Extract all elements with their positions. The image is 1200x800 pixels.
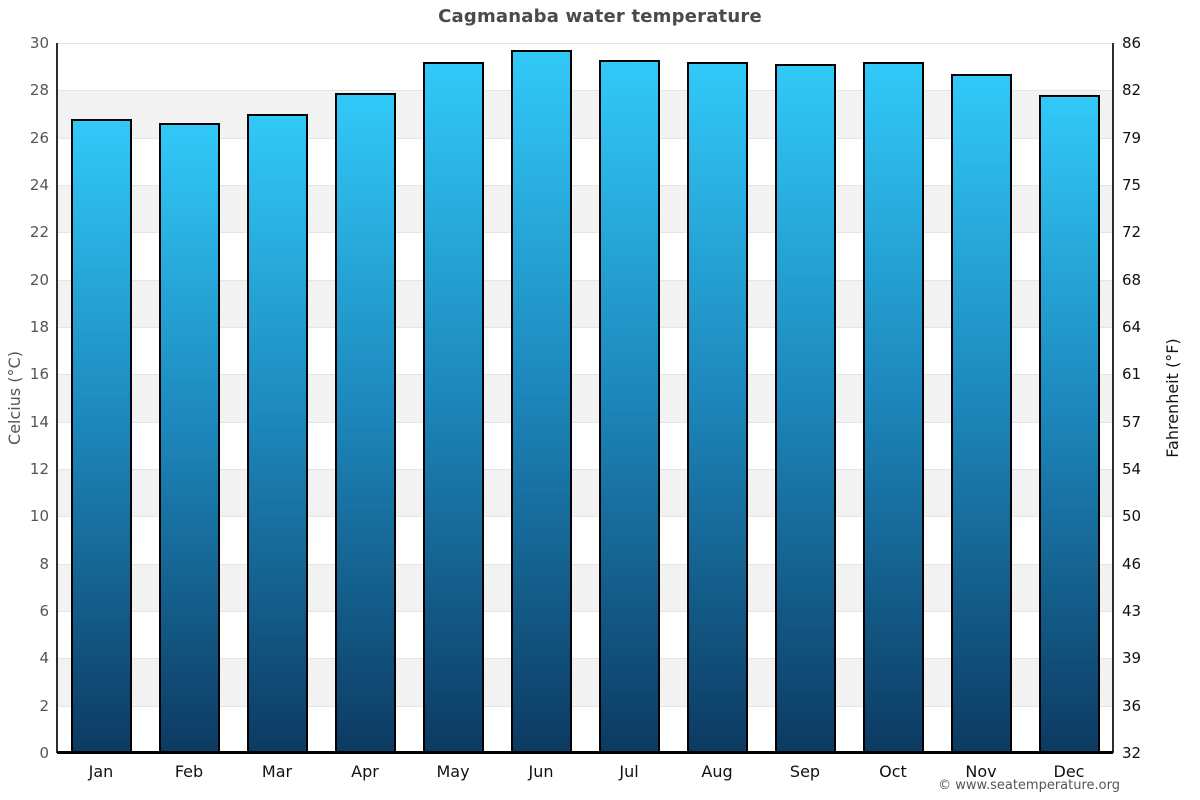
gridline	[57, 706, 1113, 707]
plot-band	[57, 327, 1113, 375]
celsius-tick-label: 16	[29, 365, 49, 384]
plot-band	[57, 469, 1113, 517]
gridline	[57, 611, 1113, 612]
celsius-tick-label: 10	[29, 507, 49, 526]
fahrenheit-tick-label: 43	[1122, 602, 1142, 620]
bar-jul[interactable]	[598, 59, 660, 753]
x-axis-label-nov: Nov	[965, 762, 997, 781]
plot-band	[57, 563, 1113, 611]
fahrenheit-tick-label: 61	[1122, 365, 1142, 384]
celsius-tick-label: 14	[29, 412, 49, 431]
bar-sep[interactable]	[774, 64, 836, 753]
fahrenheit-tick-label: 82	[1122, 81, 1142, 100]
plot-band	[57, 611, 1113, 659]
celsius-tick-label: 18	[29, 318, 49, 336]
x-axis-label-dec: Dec	[1053, 762, 1085, 781]
gridline	[57, 327, 1113, 328]
bar-may[interactable]	[422, 61, 484, 753]
bar-apr[interactable]	[334, 92, 396, 753]
gridline	[57, 280, 1113, 281]
x-axis-line	[57, 751, 1113, 754]
gridline	[57, 374, 1113, 375]
gridline	[57, 185, 1113, 186]
fahrenheit-tick-label: 39	[1122, 649, 1142, 668]
x-axis-label-jul: Jul	[619, 762, 639, 781]
gridline	[57, 232, 1113, 233]
bar-feb[interactable]	[158, 123, 220, 753]
plot-band	[57, 185, 1113, 233]
x-axis-label-feb: Feb	[174, 762, 204, 781]
chart-title: Cagmanaba water temperature	[438, 6, 762, 27]
fahrenheit-tick-label: 32	[1122, 744, 1142, 762]
fahrenheit-tick-label: 86	[1122, 34, 1142, 52]
gridline	[57, 469, 1113, 470]
gridline	[57, 658, 1113, 659]
plot-band	[57, 279, 1113, 327]
bar-nov[interactable]	[950, 73, 1012, 753]
x-axis-label-jun: Jun	[528, 762, 554, 781]
fahrenheit-tick-label: 57	[1122, 412, 1142, 431]
bar-mar[interactable]	[246, 114, 308, 753]
bar-aug[interactable]	[686, 61, 748, 753]
celsius-axis-title: Celcius (°C)	[5, 351, 24, 445]
fahrenheit-tick-label: 64	[1122, 318, 1142, 336]
gridline	[57, 422, 1113, 423]
bar-jun[interactable]	[510, 50, 572, 753]
bar-jan[interactable]	[70, 118, 132, 753]
gridline	[57, 138, 1113, 139]
x-axis-label-aug: Aug	[701, 762, 733, 781]
fahrenheit-tick-label: 72	[1122, 223, 1142, 242]
fahrenheit-tick-label: 36	[1122, 696, 1142, 715]
gridline	[57, 43, 1113, 44]
plot-band	[57, 137, 1113, 185]
fahrenheit-tick-label: 79	[1122, 128, 1142, 147]
fahrenheit-tick-label: 68	[1122, 270, 1142, 289]
fahrenheit-tick-label: 50	[1122, 507, 1142, 526]
celsius-tick-label: 24	[29, 176, 49, 194]
plot-band	[57, 90, 1113, 138]
celsius-tick-label: 28	[29, 81, 49, 100]
fahrenheit-tick-label: 46	[1122, 554, 1142, 573]
plot-band	[57, 705, 1113, 753]
celsius-tick-label: 0	[39, 744, 49, 762]
celsius-tick-label: 26	[29, 128, 49, 147]
fahrenheit-tick-label: 75	[1122, 176, 1142, 194]
plot-band	[57, 43, 1113, 91]
bar-dec[interactable]	[1038, 95, 1100, 753]
plot-band	[57, 658, 1113, 706]
x-axis-label-sep: Sep	[789, 762, 821, 781]
celsius-tick-label: 4	[39, 649, 49, 668]
celsius-tick-label: 12	[29, 460, 49, 478]
gridline	[57, 90, 1113, 91]
plot-band	[57, 374, 1113, 422]
fahrenheit-tick-label: 54	[1122, 460, 1142, 478]
gridline	[57, 564, 1113, 565]
fahrenheit-axis-title: Fahrenheit (°F)	[1163, 338, 1182, 458]
right-axis-line	[1112, 43, 1114, 753]
celsius-tick-label: 6	[39, 602, 49, 620]
x-axis-label-apr: Apr	[351, 762, 379, 781]
x-axis-label-oct: Oct	[879, 762, 907, 781]
bar-oct[interactable]	[862, 61, 924, 753]
x-axis-label-jan: Jan	[88, 762, 114, 781]
celsius-tick-label: 8	[39, 554, 49, 573]
x-axis-label-may: May	[436, 762, 470, 781]
celsius-tick-label: 20	[29, 270, 49, 289]
celsius-tick-label: 30	[29, 34, 49, 52]
plot-band	[57, 516, 1113, 564]
left-axis-line	[56, 43, 58, 753]
plot-area	[57, 43, 1113, 754]
plot-band	[57, 232, 1113, 280]
watermark-credit: © www.seatemperature.org	[938, 778, 1120, 793]
plot-band	[57, 421, 1113, 469]
celsius-tick-label: 2	[39, 696, 49, 715]
gridline	[57, 516, 1113, 517]
celsius-tick-label: 22	[29, 223, 49, 242]
x-axis-label-mar: Mar	[261, 762, 293, 781]
